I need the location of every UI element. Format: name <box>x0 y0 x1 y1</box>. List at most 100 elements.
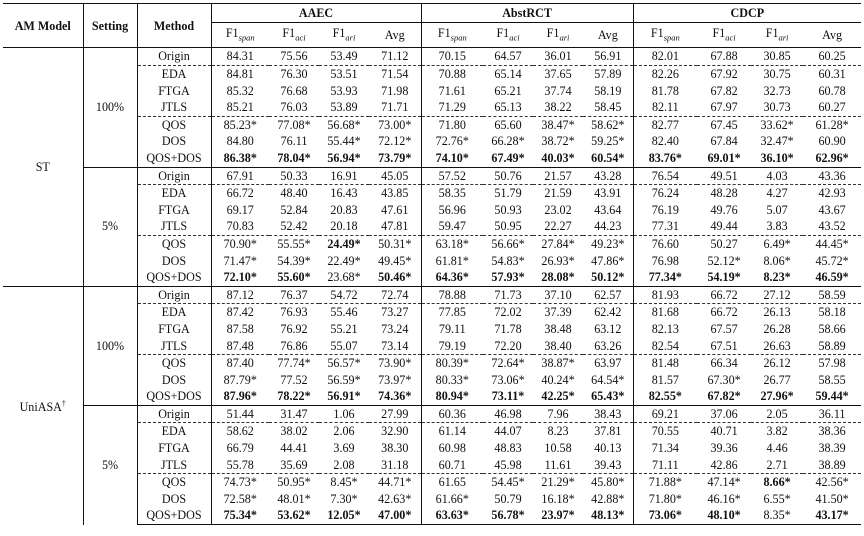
value-cell: 71.54 <box>369 64 422 83</box>
table-row: 5% Origin 51.44 31.47 1.06 27.99 60.36 46.98 7.9… <box>3 404 862 525</box>
value-cell: 63.26 <box>594 338 622 353</box>
value-cell: 67.30* <box>707 372 741 387</box>
value-cell: 38.39 <box>818 441 846 456</box>
value-cell: 78.04* <box>277 150 311 165</box>
value-cell: 50.27 <box>697 234 752 253</box>
method-cell: QOS+DOS <box>136 269 211 287</box>
value-cell: 63.97 <box>583 354 634 372</box>
value-cell: 56.94* <box>327 150 361 165</box>
value-cell: 43.28 <box>583 166 634 185</box>
value-cell: 71.80* <box>632 490 698 508</box>
col-am-model: AM Model <box>3 3 84 48</box>
value-cell: 16.43 <box>319 184 369 202</box>
value-cell: 76.03 <box>280 100 308 115</box>
method-cell: EDA <box>136 64 211 83</box>
value-cell: 43.85 <box>369 184 422 202</box>
value-cell: 62.57 <box>583 285 634 304</box>
value-cell: 71.12 <box>369 47 422 66</box>
value-cell: 2.06 <box>319 422 369 441</box>
am-model-label: UniASA† <box>3 285 84 525</box>
value-cell: 8.23* <box>763 270 791 285</box>
value-cell: 80.94* <box>420 388 484 406</box>
value-cell: 74.36* <box>378 389 412 404</box>
value-cell: 38.89 <box>818 457 846 472</box>
value-cell: 46.98 <box>483 404 534 423</box>
method-cell: QOS+DOS <box>136 388 211 406</box>
table-row: EDA 87.42 76.93 55.46 73.27 77.85 72.02 37.39 62… <box>3 303 862 321</box>
value-cell: 73.06* <box>491 372 525 387</box>
value-cell: 62.96* <box>815 150 849 165</box>
value-cell: 38.36 <box>803 422 862 441</box>
value-cell: 45.05 <box>369 166 422 185</box>
value-cell: 70.15 <box>420 47 484 66</box>
value-cell: 72.58* <box>210 490 269 508</box>
method-cell: EDA <box>136 184 211 202</box>
method-cell: Origin <box>136 404 211 423</box>
value-cell: 7.96 <box>533 404 584 423</box>
value-cell: 59.47 <box>420 218 484 236</box>
method-cell: QOS <box>136 234 211 253</box>
value-cell: 54.39* <box>277 253 311 268</box>
value-cell: 48.13* <box>583 507 634 526</box>
metric-header: Avg <box>369 21 422 48</box>
value-cell: 69.01* <box>707 150 741 165</box>
value-cell: 26.28 <box>763 321 791 336</box>
value-cell: 38.02 <box>269 422 319 441</box>
value-cell: 42.25* <box>541 389 575 404</box>
value-cell: 71.11 <box>632 456 698 474</box>
value-cell: 83.76* <box>632 149 698 168</box>
table-row: QOS+DOS 72.10* 55.60* 23.68* 50.46* 64.36* 57.… <box>3 269 861 287</box>
value-cell: 45.98 <box>494 457 522 472</box>
value-cell: 7.30* <box>330 491 358 506</box>
table-row: QOS 74.73* 50.95* 8.45* 44.71* 61.65 54.45* 21.… <box>3 473 862 491</box>
value-cell: 2.71 <box>766 457 788 472</box>
method-cell: DOS <box>136 133 211 150</box>
table-row: QOS 87.40 77.74* 56.57* 73.90* 80.39* 72.64* 38… <box>3 354 862 372</box>
value-cell: 60.71 <box>420 456 484 474</box>
value-cell: 39.36 <box>710 441 738 456</box>
value-cell: 73.24 <box>381 321 409 336</box>
value-cell: 8.45* <box>319 473 369 491</box>
value-cell: 58.55 <box>818 372 846 387</box>
value-cell: 21.29* <box>533 473 584 491</box>
method-cell: FTGA <box>136 201 211 219</box>
value-cell: 52.42 <box>280 219 308 234</box>
metric-header: F1aci <box>269 21 319 48</box>
value-cell: 11.61 <box>544 457 572 472</box>
value-cell: 30.85 <box>751 47 804 66</box>
value-cell: 39.43 <box>594 457 622 472</box>
value-cell: 58.62 <box>210 422 269 441</box>
value-cell: 44.71* <box>369 473 422 491</box>
table-row: QOS 70.90* 55.55* 24.49* 50.31* 63.18* 56.66* 2… <box>3 234 862 253</box>
value-cell: 37.74 <box>544 83 572 98</box>
value-cell: 50.93 <box>494 202 522 217</box>
value-cell: 12.05* <box>319 507 369 526</box>
value-cell: 53.62* <box>269 507 319 526</box>
value-cell: 45.80* <box>583 473 634 491</box>
table-row: JTLS 85.21 76.03 53.89 71.71 71.29 65.13 38.22 5… <box>3 99 861 117</box>
value-cell: 6.49* <box>751 234 804 253</box>
value-cell: 31.18 <box>381 457 409 472</box>
value-cell: 8.23 <box>533 422 584 441</box>
value-cell: 3.69 <box>333 441 355 456</box>
value-cell: 62.42 <box>583 303 634 321</box>
value-cell: 82.54 <box>632 337 698 355</box>
value-cell: 82.55* <box>632 388 698 406</box>
value-cell: 56.91* <box>327 389 361 404</box>
value-cell: 61.14 <box>420 422 484 441</box>
value-cell: 56.68* <box>319 115 369 134</box>
value-cell: 82.11 <box>632 99 698 117</box>
value-cell: 8.06* <box>763 253 791 268</box>
value-cell: 55.55* <box>269 234 319 253</box>
value-cell: 85.32 <box>210 82 269 100</box>
value-cell: 55.60* <box>277 270 311 285</box>
table-row: FTGA 85.32 76.68 53.93 71.98 71.61 65.21 37.74 5… <box>3 82 861 100</box>
value-cell: 37.06 <box>697 404 752 423</box>
value-cell: 56.78* <box>483 507 534 526</box>
value-cell: 63.18* <box>420 234 484 253</box>
value-cell: 73.11* <box>491 389 525 404</box>
value-cell: 65.60 <box>483 115 534 134</box>
value-cell: 54.19* <box>707 270 741 285</box>
value-cell: 23.68* <box>327 270 361 285</box>
value-cell: 59.25* <box>591 134 625 149</box>
